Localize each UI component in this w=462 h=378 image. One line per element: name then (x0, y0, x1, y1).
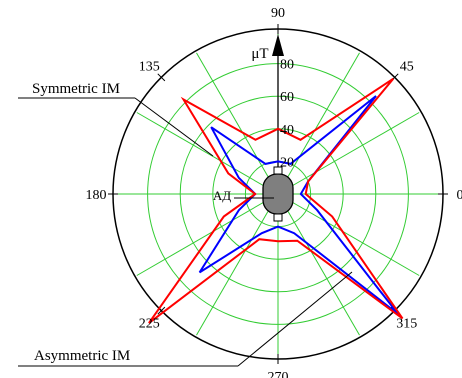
angle-label-270: 270 (268, 370, 289, 378)
grid-spoke-300 (277, 193, 360, 336)
asymmetric-callout-leader (237, 271, 353, 367)
motor-label: АД (213, 188, 231, 203)
grid-spoke-60 (277, 52, 360, 195)
series-asymmetric-line (148, 77, 404, 324)
motor-symbol (234, 166, 294, 222)
grid-spoke-240 (196, 193, 279, 336)
radial-tick-label: 80 (280, 58, 294, 73)
symmetric-callout-leader (134, 97, 214, 157)
angle-label-45: 45 (400, 59, 414, 74)
angle-tick-225 (157, 306, 166, 315)
radial-axis-arrow (272, 34, 284, 56)
polar-grid (115, 31, 441, 357)
radial-tick-label: 40 (280, 123, 294, 138)
radial-tick-label: 20 (280, 155, 294, 170)
motor-shaft-bottom (273, 213, 283, 222)
data-series (148, 77, 404, 324)
motor-shaft-top (273, 166, 283, 175)
grid-spoke-210 (136, 193, 279, 276)
angle-label-135: 135 (139, 59, 160, 74)
grid-spoke-30 (277, 112, 420, 195)
grid-spoke-150 (136, 112, 279, 195)
motor-body (262, 173, 294, 215)
grid-spoke-120 (196, 52, 279, 195)
angle-label-180: 180 (86, 188, 107, 203)
angle-label-225: 225 (139, 317, 160, 332)
grid-spoke-330 (277, 193, 420, 276)
angle-tick-135 (157, 73, 166, 82)
unit-label: μT (251, 46, 268, 62)
series-symmetric-line (198, 95, 399, 315)
angle-label-315: 315 (396, 317, 417, 332)
asymmetric-callout-label: Asymmetric IM (34, 348, 130, 364)
angle-label-0: 0 (457, 188, 462, 203)
chart-labels: 20 40 60 80 0 45 90 135 180 225 270 315 μT АД Symmetri… (18, 6, 462, 378)
radial-tick-label: 60 (280, 90, 294, 105)
angle-label-90: 90 (271, 6, 285, 21)
symmetric-callout-label: Symmetric IM (32, 81, 120, 97)
